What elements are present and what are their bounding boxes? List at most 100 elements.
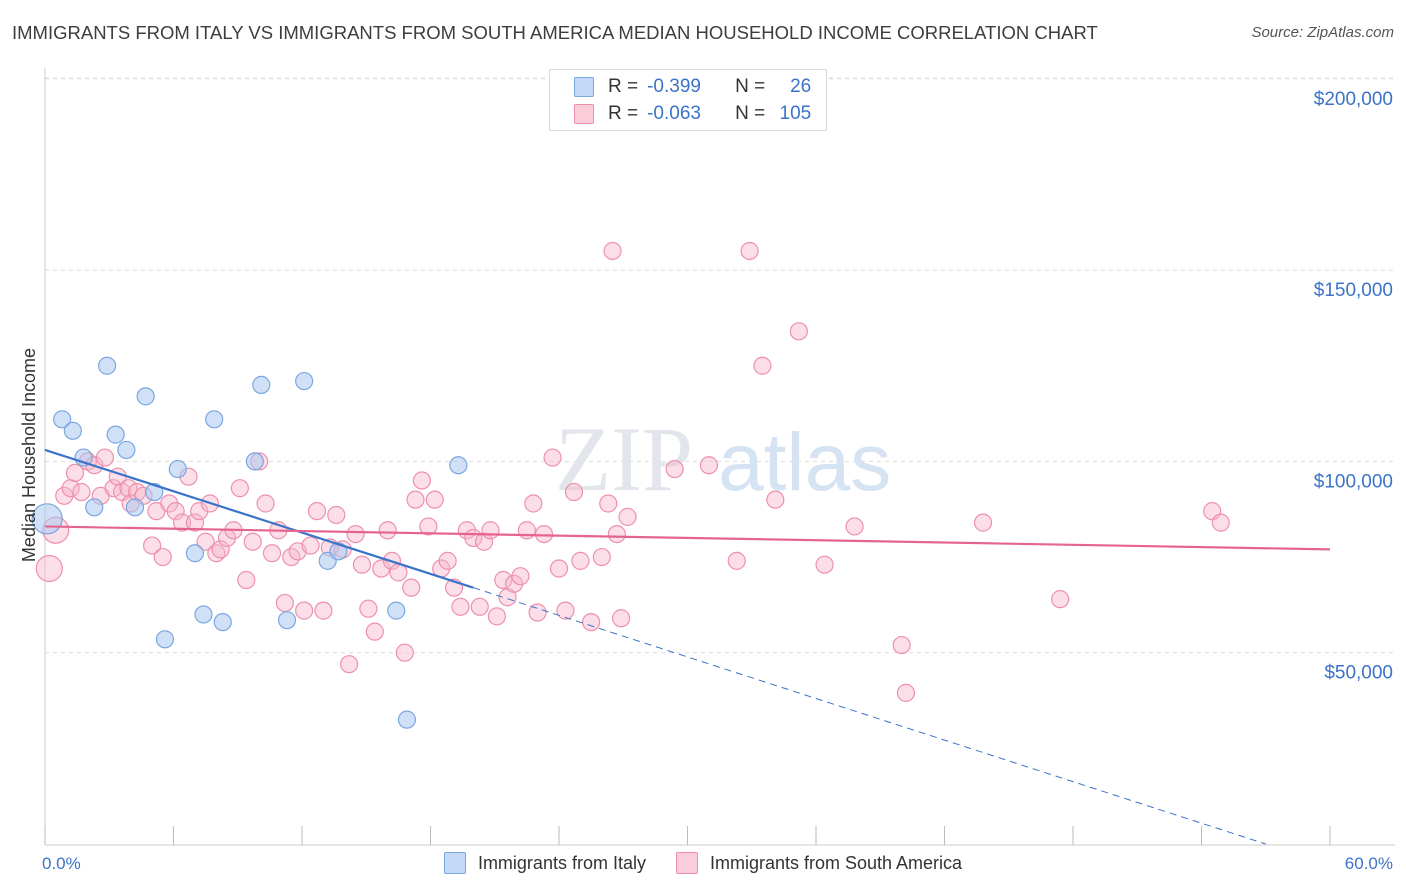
south-america-point	[35, 554, 63, 583]
south-america-point	[295, 601, 314, 620]
chart-title: IMMIGRANTS FROM ITALY VS IMMIGRANTS FROM…	[12, 22, 1098, 43]
italy-trend-extension	[473, 587, 1266, 845]
south-america-point	[599, 494, 618, 513]
south-america-point	[753, 356, 772, 375]
south-america-point	[618, 507, 637, 526]
italy-point	[213, 612, 232, 632]
south-america-point	[211, 540, 230, 559]
south-america-point	[487, 607, 506, 626]
south-america-point	[1051, 590, 1070, 609]
south-america-point	[95, 448, 115, 467]
south-america-point	[402, 578, 421, 597]
italy-point	[63, 421, 82, 440]
italy-point	[245, 452, 264, 471]
legend-row-italy: R = -0.399 N = 26	[574, 74, 811, 100]
south-america-point	[438, 551, 457, 570]
legend-label-south-america: Immigrants from South America	[709, 852, 963, 873]
x-tick-label-end: 60.0%	[1345, 854, 1393, 873]
south-america-point	[571, 551, 590, 570]
south-america-point	[494, 570, 513, 590]
south-america-point	[419, 517, 438, 536]
south-america-point	[153, 547, 172, 567]
legend-item-italy[interactable]: Immigrants from Italy	[443, 852, 646, 874]
south-america-point	[528, 603, 547, 622]
svg-text:atlas: atlas	[718, 417, 891, 508]
italy-point	[136, 387, 155, 406]
y-tick-label: $100,000	[1314, 471, 1393, 492]
italy-point	[194, 605, 213, 624]
south-america-swatch	[574, 104, 594, 124]
legend-r-label-sa: R =	[608, 103, 639, 124]
south-america-legend-swatch	[675, 852, 698, 874]
south-america-point	[766, 490, 785, 509]
south-america-point	[359, 599, 378, 618]
south-america-point	[262, 544, 282, 563]
chart-source: Source: ZipAtlas.com	[1251, 24, 1394, 41]
south-america-point	[524, 494, 543, 513]
italy-swatch	[574, 77, 594, 97]
italy-point	[295, 371, 314, 391]
italy-point	[387, 601, 406, 620]
italy-point	[449, 456, 468, 475]
south-america-point	[549, 559, 569, 578]
italy-point	[106, 425, 125, 444]
y-axis-title: Median Household Income	[19, 348, 39, 562]
south-america-point	[815, 555, 834, 574]
south-america-point	[352, 555, 372, 574]
south-america-point	[412, 471, 432, 490]
south-america-point	[185, 513, 205, 532]
watermark: ZIP atlas	[555, 408, 891, 510]
legend-n-value-sa: 105	[779, 103, 812, 124]
south-america-point	[395, 643, 414, 662]
legend-r-label-italy: R =	[608, 76, 639, 97]
south-america-point	[166, 502, 185, 521]
south-america-trend-line	[44, 525, 1331, 551]
axis-labels: $50,000 $100,000 $150,000 $200,000 0.0% 60.0%…	[19, 89, 1393, 873]
south-america-point	[543, 448, 562, 467]
south-america-point	[740, 241, 759, 261]
south-america-point	[365, 622, 384, 641]
south-america-point	[603, 241, 622, 261]
south-america-point	[845, 517, 864, 536]
south-america-point	[481, 521, 500, 540]
south-america-point	[699, 456, 719, 475]
south-america-point	[789, 322, 808, 341]
legend-label-italy: Immigrants from Italy	[477, 852, 646, 873]
y-tick-label: $200,000	[1314, 89, 1393, 110]
italy-point	[277, 611, 297, 630]
italy-point	[53, 410, 72, 429]
south-america-point	[243, 532, 262, 551]
legend-n-label-sa: N =	[735, 103, 766, 124]
italy-point	[125, 498, 145, 517]
italy-point	[185, 544, 205, 563]
italy-point	[155, 630, 175, 649]
south-america-point	[378, 521, 397, 540]
south-america-point	[314, 601, 333, 620]
south-america-point	[892, 635, 911, 655]
italy-point	[329, 542, 348, 561]
axes	[44, 68, 1395, 846]
legend-row-south-america: R = -0.063 N = 105	[574, 101, 811, 127]
italy-series	[31, 356, 468, 729]
south-america-point	[973, 513, 993, 532]
south-america-point	[275, 593, 294, 613]
south-america-point	[511, 567, 530, 586]
south-america-point	[346, 524, 365, 544]
trend-lines	[44, 448, 1331, 845]
series-legend: Immigrants from Italy Immigrants from So…	[0, 852, 1406, 874]
south-america-point	[564, 482, 584, 502]
italy-point	[145, 482, 164, 502]
italy-point	[252, 375, 271, 394]
italy-point	[98, 356, 117, 375]
south-america-point	[327, 505, 346, 525]
italy-point	[205, 410, 224, 429]
italy-point	[85, 498, 104, 517]
south-america-point	[582, 612, 601, 632]
south-america-series	[35, 241, 1230, 702]
south-america-point	[72, 482, 91, 502]
italy-trend-line	[44, 448, 474, 589]
x-tick-label-start: 0.0%	[42, 854, 81, 873]
legend-item-south-america[interactable]: Immigrants from South America	[675, 852, 963, 874]
gridlines	[45, 77, 1395, 654]
south-america-point	[142, 536, 162, 555]
